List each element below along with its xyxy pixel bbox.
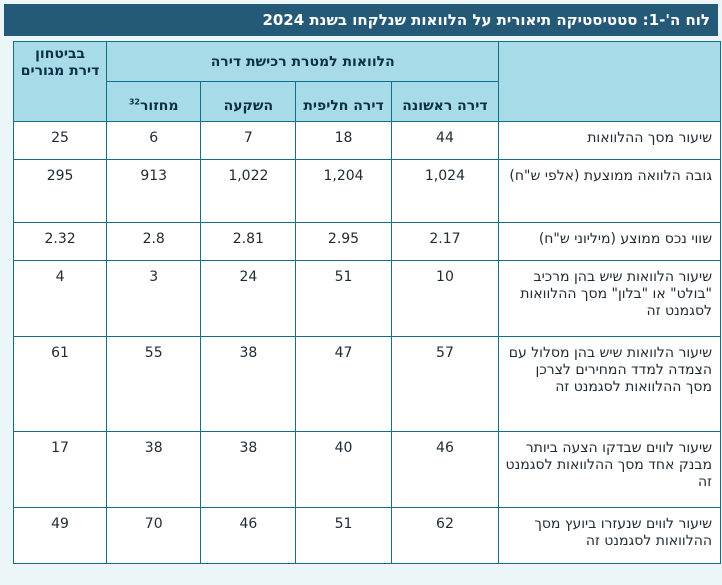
- header-investment: השקעה: [200, 81, 297, 122]
- cell-replacement-home: 1,204: [295, 159, 392, 223]
- row-label: שיעור מסך ההלוואות: [498, 121, 721, 160]
- cell-investment: 46: [200, 507, 297, 564]
- cell-investment: 24: [200, 260, 297, 337]
- cell-refinance: 3: [106, 260, 202, 337]
- cell-refinance: 6: [106, 121, 202, 160]
- cell-secure-housing: 25: [12, 121, 108, 160]
- cell-first-home: 57: [390, 336, 500, 432]
- cell-secure-housing: 61: [12, 336, 108, 432]
- header-purchase-group: הלוואות למטרת רכישת דירה: [106, 41, 500, 82]
- cell-replacement-home: 47: [295, 336, 392, 432]
- cell-first-home: 62: [390, 507, 500, 564]
- row-label: שיעור הלוואות שיש בהן מסלול עם הצמדה למד…: [498, 336, 721, 432]
- cell-secure-housing: 295: [12, 159, 108, 223]
- cell-refinance: 2.8: [106, 222, 202, 261]
- table-title: לוח ה'-1: סטטיסטיקה תיאורית על הלוואות ש…: [4, 4, 718, 36]
- header-refinance: מחזור32: [106, 81, 202, 122]
- cell-replacement-home: 2.95: [295, 222, 392, 261]
- cell-replacement-home: 18: [295, 121, 392, 160]
- row-label: שיעור הלוואות שיש בהן מרכיב "בולט" או "ב…: [498, 260, 721, 337]
- row-label: שווי נכס ממוצע (מיליוני ש"ח): [498, 222, 721, 261]
- header-replacement-home: דירה חליפית: [295, 81, 392, 122]
- cell-refinance: 38: [106, 431, 202, 508]
- cell-investment: 38: [200, 431, 297, 508]
- cell-first-home: 2.17: [390, 222, 500, 261]
- header-first-home: דירה ראשונה: [390, 81, 500, 122]
- cell-replacement-home: 40: [295, 431, 392, 508]
- cell-replacement-home: 51: [295, 507, 392, 564]
- table-row: שיעור לווים שבדקו הצעה ביותר מבנק אחד מס…: [12, 431, 721, 508]
- cell-first-home: 10: [390, 260, 500, 337]
- cell-refinance: 55: [106, 336, 202, 432]
- cell-first-home: 44: [390, 121, 500, 160]
- header-secure-housing: בביטחון דירת מגורים: [12, 41, 108, 122]
- header-corner: [498, 41, 721, 122]
- table-row: שיעור הלוואות שיש בהן מרכיב "בולט" או "ב…: [12, 260, 721, 337]
- cell-investment: 2.81: [200, 222, 297, 261]
- table-row: שיעור מסך ההלוואות 44 18 7 6 25: [12, 121, 721, 160]
- table-row: שיעור לווים שנעזרו ביועץ מסך ההלוואות לס…: [12, 507, 721, 564]
- cell-refinance: 913: [106, 159, 202, 223]
- row-label: גובה הלוואה ממוצעת (אלפי ש"ח): [498, 159, 721, 223]
- row-label: שיעור לווים שנעזרו ביועץ מסך ההלוואות לס…: [498, 507, 721, 564]
- cell-secure-housing: 2.32: [12, 222, 108, 261]
- cell-secure-housing: 4: [12, 260, 108, 337]
- cell-secure-housing: 49: [12, 507, 108, 564]
- table-row: שווי נכס ממוצע (מיליוני ש"ח) 2.17 2.95 2…: [12, 222, 721, 261]
- row-label: שיעור לווים שבדקו הצעה ביותר מבנק אחד מס…: [498, 431, 721, 508]
- cell-investment: 7: [200, 121, 297, 160]
- cell-first-home: 46: [390, 431, 500, 508]
- footnote-marker: 32: [128, 97, 140, 107]
- cell-investment: 38: [200, 336, 297, 432]
- cell-refinance: 70: [106, 507, 202, 564]
- table-row: גובה הלוואה ממוצעת (אלפי ש"ח) 1,024 1,20…: [12, 159, 721, 223]
- cell-replacement-home: 51: [295, 260, 392, 337]
- table-row: שיעור הלוואות שיש בהן מסלול עם הצמדה למד…: [12, 336, 721, 432]
- cell-first-home: 1,024: [390, 159, 500, 223]
- cell-investment: 1,022: [200, 159, 297, 223]
- cell-secure-housing: 17: [12, 431, 108, 508]
- statistics-table: הלוואות למטרת רכישת דירה בביטחון דירת מג…: [12, 41, 721, 564]
